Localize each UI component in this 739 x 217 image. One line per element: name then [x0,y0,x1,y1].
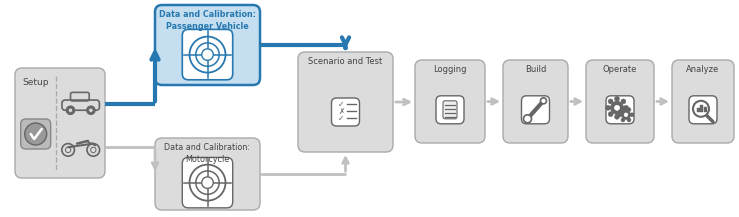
Text: ✗: ✗ [338,107,344,115]
FancyBboxPatch shape [415,60,485,143]
Circle shape [69,108,72,112]
FancyBboxPatch shape [436,96,464,124]
Circle shape [610,101,624,114]
FancyBboxPatch shape [689,96,717,124]
FancyBboxPatch shape [672,60,734,143]
FancyBboxPatch shape [15,68,105,178]
Text: Scenario and Test: Scenario and Test [308,57,383,66]
Bar [704,107,706,112]
FancyBboxPatch shape [298,52,393,152]
FancyBboxPatch shape [183,158,233,208]
Circle shape [630,113,634,117]
Circle shape [627,118,631,122]
FancyBboxPatch shape [155,5,260,85]
Circle shape [86,106,95,115]
Circle shape [540,98,547,104]
Text: ✓: ✓ [338,100,344,108]
Circle shape [615,96,619,101]
FancyBboxPatch shape [183,29,233,80]
Text: ✓: ✓ [338,113,344,123]
Circle shape [615,105,619,110]
Circle shape [605,105,610,110]
FancyBboxPatch shape [606,96,634,124]
Text: Data and Calibration:
Motorcycle: Data and Calibration: Motorcycle [165,143,251,164]
Text: Setup: Setup [22,78,49,87]
Bar [700,105,703,112]
Circle shape [621,108,625,112]
FancyBboxPatch shape [586,60,654,143]
FancyBboxPatch shape [443,101,457,119]
Circle shape [621,110,630,119]
FancyBboxPatch shape [155,138,260,210]
Circle shape [618,113,622,117]
FancyBboxPatch shape [503,60,568,143]
Circle shape [24,123,47,145]
Circle shape [608,99,613,104]
Text: Logging: Logging [433,65,467,74]
Circle shape [67,106,75,115]
FancyBboxPatch shape [522,96,550,124]
Circle shape [624,105,628,110]
Text: Analyze: Analyze [687,65,720,74]
Text: Data and Calibration:
Passenger Vehicle: Data and Calibration: Passenger Vehicle [159,10,256,31]
Circle shape [627,108,631,112]
Circle shape [523,115,531,123]
Circle shape [621,118,625,122]
FancyBboxPatch shape [21,119,51,149]
Bar [696,108,700,112]
Text: Operate: Operate [603,65,637,74]
FancyBboxPatch shape [332,98,359,126]
Circle shape [621,112,626,117]
Circle shape [608,112,613,117]
Circle shape [624,113,628,117]
Circle shape [89,108,93,112]
Text: Build: Build [525,65,546,74]
Circle shape [621,99,626,104]
Circle shape [615,114,619,119]
